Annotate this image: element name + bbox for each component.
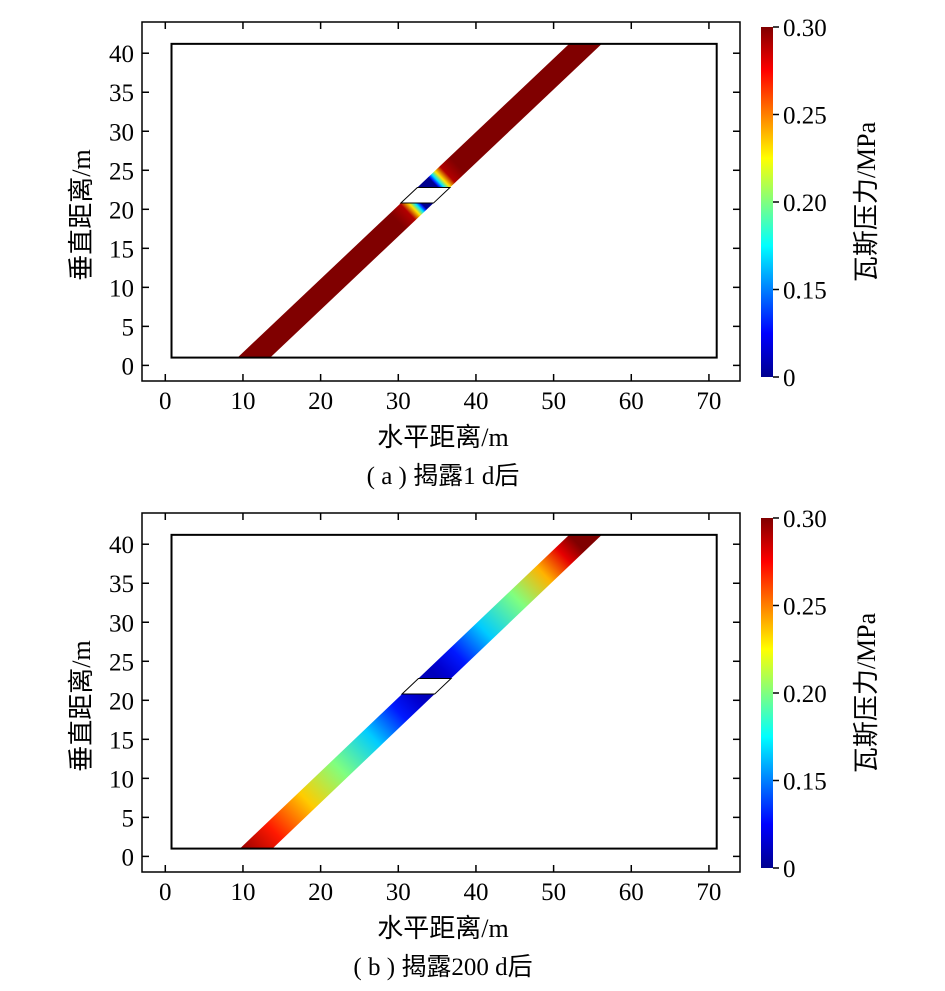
- caption-a: ( a ) 揭露1 d后: [367, 462, 520, 490]
- y-tick-label-a: 15: [109, 236, 134, 263]
- x-tick-label-a: 50: [541, 388, 566, 415]
- x-tick-label-b: 40: [463, 879, 488, 906]
- excavation-opening-a: [399, 186, 452, 204]
- x-tick-label-b: 60: [619, 879, 644, 906]
- x-axis-title-a: 水平距离/m: [377, 423, 508, 452]
- colorbar-tick-label-b: 0.30: [783, 506, 827, 533]
- x-tick-label-a: 0: [159, 388, 172, 415]
- y-tick-label-b: 15: [109, 727, 134, 754]
- colorbar-tick-label-b: 0.15: [783, 769, 827, 796]
- caption-b: ( b ) 揭露200 d后: [353, 953, 532, 981]
- plot-area-a: 0 10 20 30 40 50 60 70 0 5 10 15 20 25 30 35 40 0.30 0.25 0…: [109, 15, 827, 415]
- y-tick-label-a: 10: [109, 275, 134, 302]
- y-tick-label-b: 10: [109, 766, 134, 793]
- colorbar-b: [761, 518, 773, 868]
- x-tick-label-a: 70: [696, 388, 721, 415]
- y-tick-label-a: 35: [109, 80, 134, 107]
- x-axis-title-b: 水平距离/m: [377, 914, 508, 943]
- y-tick-label-b: 5: [122, 805, 135, 832]
- panel-b: 0 10 20 30 40 50 60 70 0 5 10 15 20 25 30 35 40 0.30 0.25 0…: [67, 506, 881, 981]
- x-tick-label-a: 10: [230, 388, 255, 415]
- x-tick-label-a: 60: [619, 388, 644, 415]
- y-axis-title-b: 垂直距离/m: [67, 640, 96, 771]
- x-tick-label-b: 30: [386, 879, 411, 906]
- colorbar-tick-label-a: 0.25: [783, 103, 827, 130]
- y-tick-label-a: 0: [122, 353, 135, 380]
- colorbar-tick-label-a: 0: [783, 365, 796, 392]
- axes-frame-b: [141, 512, 741, 873]
- colorbar-title-a: 瓦斯压力/MPa: [852, 121, 881, 282]
- x-tick-label-b: 70: [696, 879, 721, 906]
- colorbar-tick-label-b: 0: [783, 856, 796, 883]
- domain-box-a: [170, 42, 718, 359]
- x-tick-label-b: 10: [230, 879, 255, 906]
- y-tick-label-b: 0: [122, 844, 135, 871]
- x-tick-label-a: 30: [386, 388, 411, 415]
- y-tick-label-b: 40: [109, 532, 134, 559]
- y-tick-label-a: 40: [109, 41, 134, 68]
- excavation-opening-b: [400, 677, 453, 695]
- colorbar-tick-label-a: 0.20: [783, 190, 827, 217]
- y-tick-label-a: 20: [109, 197, 134, 224]
- y-axis-title-a: 垂直距离/m: [67, 149, 96, 280]
- x-tick-label-b: 50: [541, 879, 566, 906]
- domain-box-b: [170, 533, 718, 850]
- panel-a: 0 10 20 30 40 50 60 70 0 5 10 15 20 25 30 35 40 0.30 0.25 0…: [67, 15, 881, 490]
- y-tick-label-a: 25: [109, 158, 134, 185]
- x-tick-label-b: 20: [308, 879, 333, 906]
- colorbar-tick-label-b: 0.20: [783, 681, 827, 708]
- axes-frame-a: [141, 21, 741, 382]
- y-tick-label-b: 25: [109, 649, 134, 676]
- colorbar-tick-label-a: 0.30: [783, 15, 827, 42]
- colorbar-a: [761, 27, 773, 377]
- y-tick-label-a: 30: [109, 119, 134, 146]
- plot-area-b: 0 10 20 30 40 50 60 70 0 5 10 15 20 25 30 35 40 0.30 0.25 0…: [109, 506, 827, 906]
- x-tick-label-b: 0: [159, 879, 172, 906]
- colorbar-tick-label-b: 0.25: [783, 594, 827, 621]
- y-tick-label-a: 5: [122, 314, 135, 341]
- colorbar-title-b: 瓦斯压力/MPa: [852, 612, 881, 773]
- x-tick-label-a: 40: [463, 388, 488, 415]
- y-tick-label-b: 35: [109, 571, 134, 598]
- y-tick-label-b: 30: [109, 610, 134, 637]
- x-tick-label-a: 20: [308, 388, 333, 415]
- colorbar-tick-label-a: 0.15: [783, 278, 827, 305]
- y-tick-label-b: 20: [109, 688, 134, 715]
